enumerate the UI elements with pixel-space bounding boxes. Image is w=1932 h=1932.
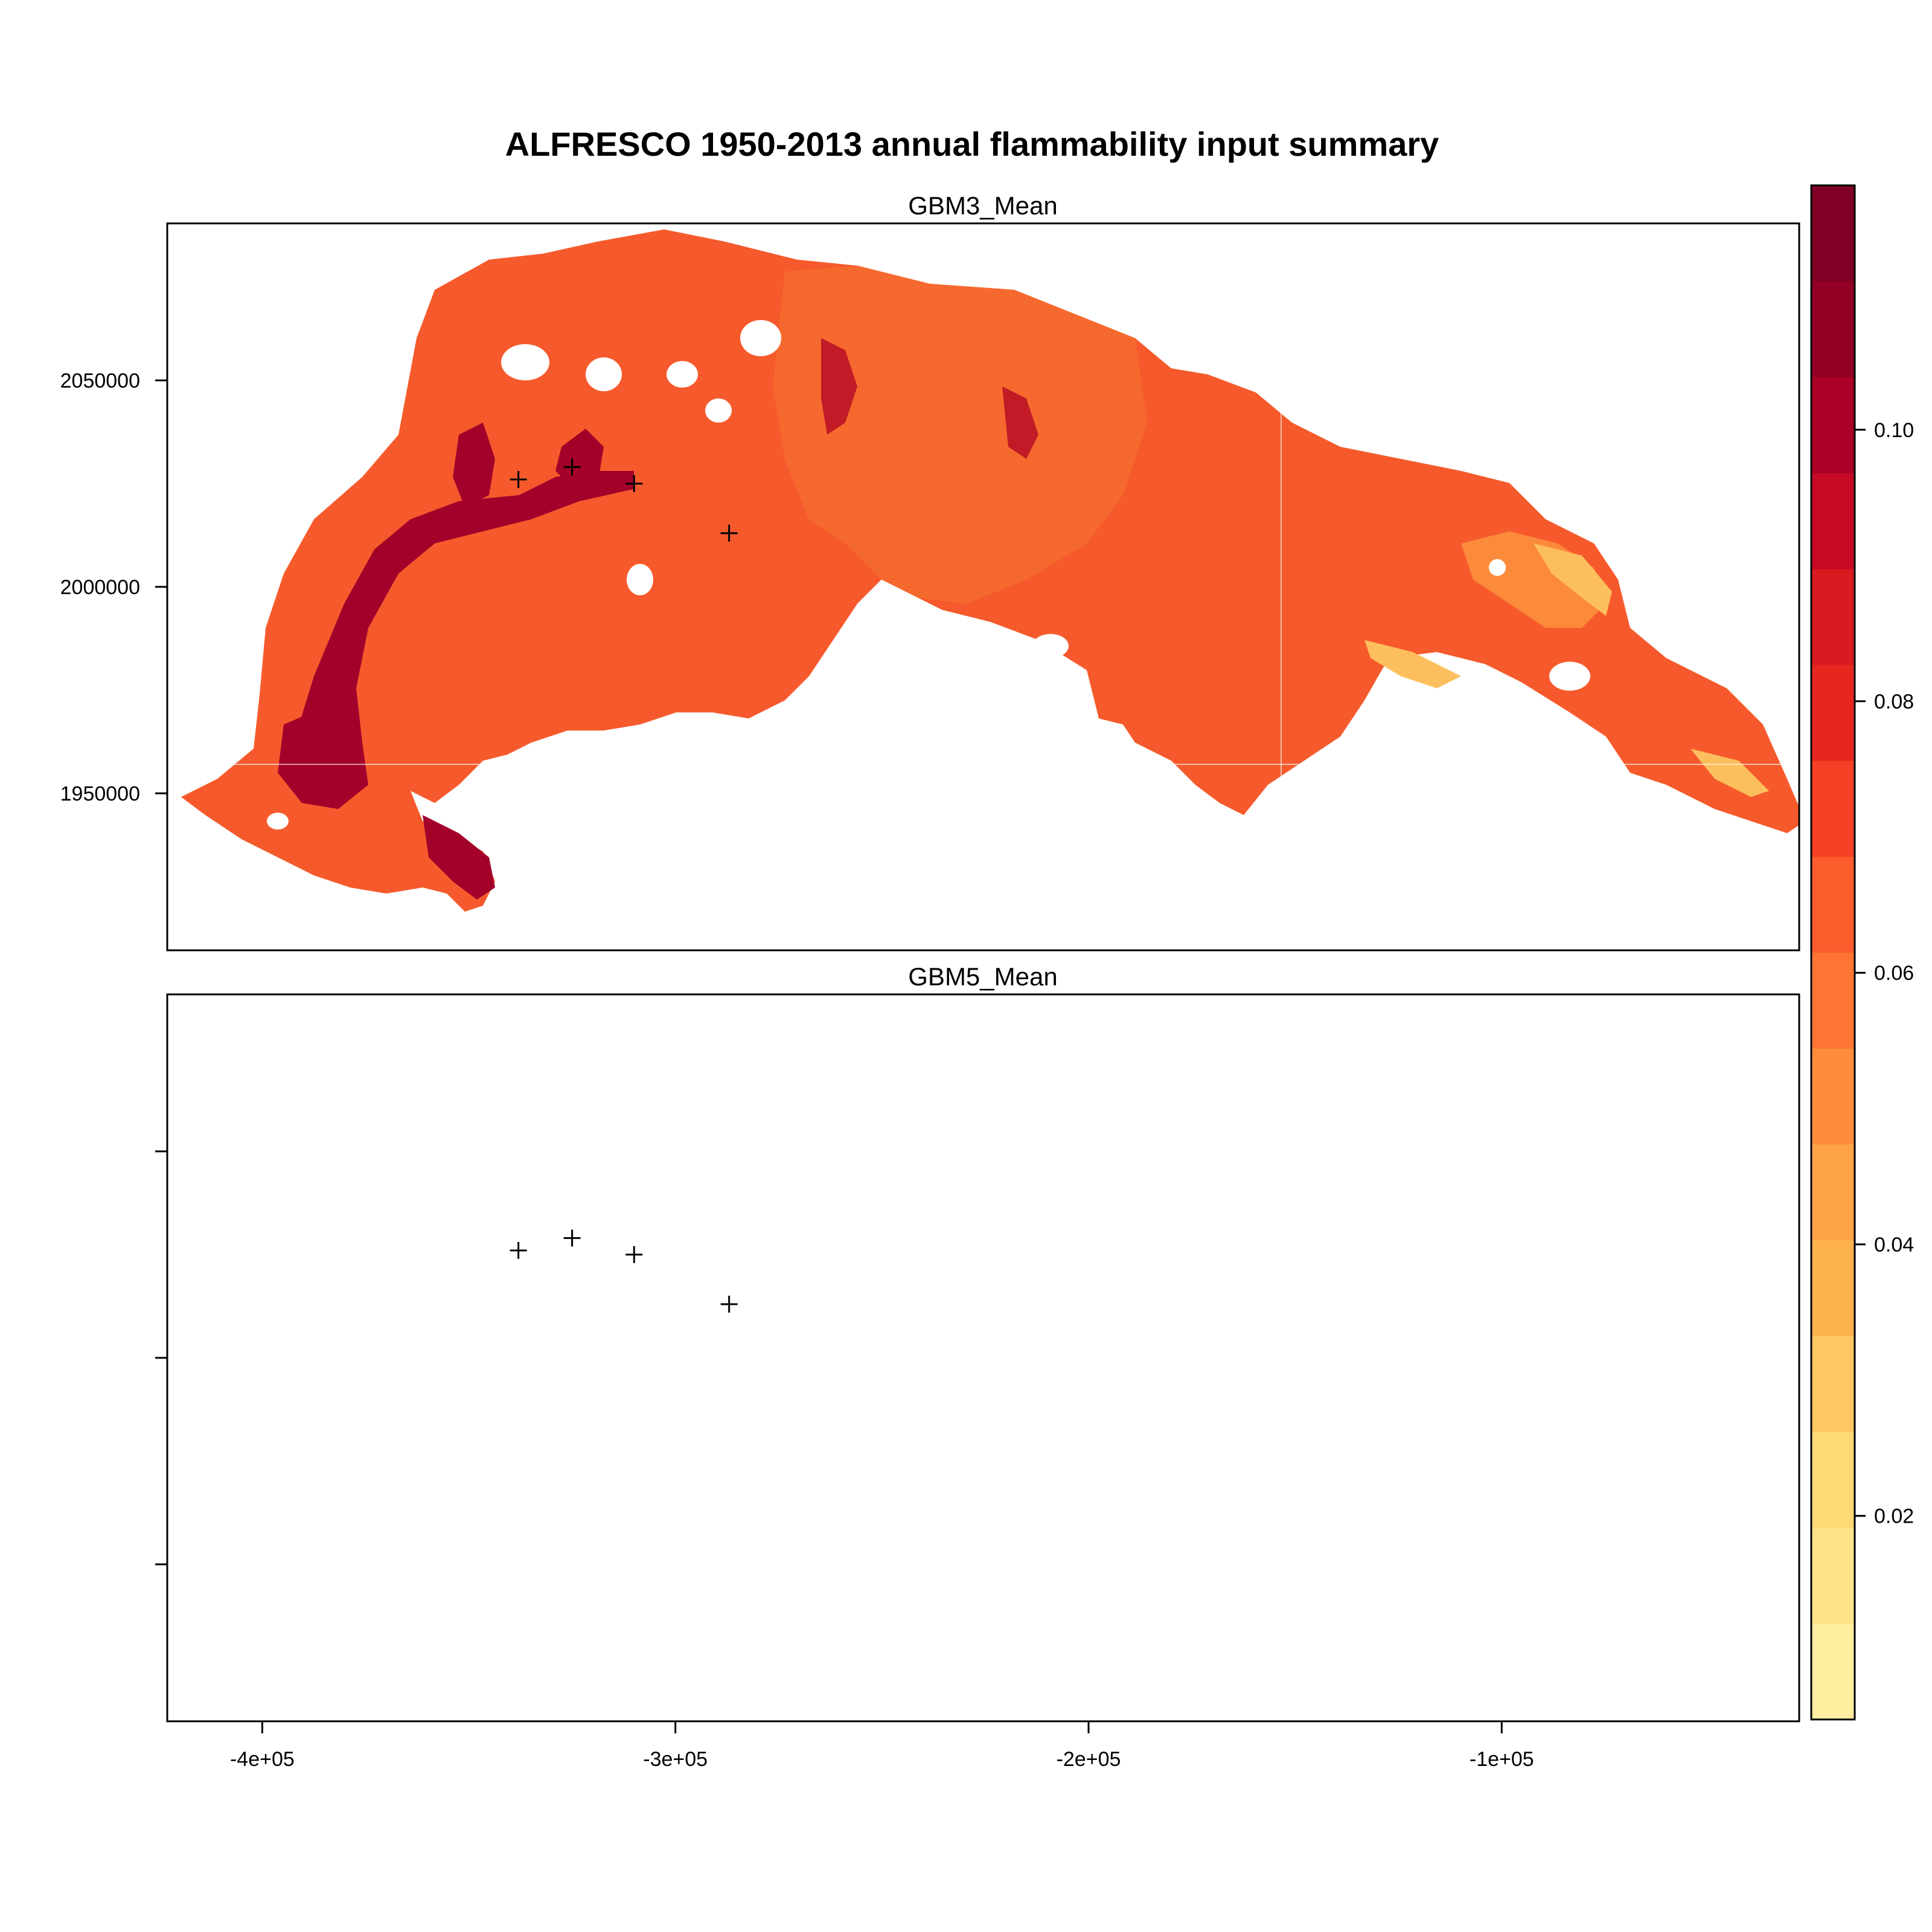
region-river-lake: [278, 1477, 368, 1580]
panel-gbm3: GBM3_Mean: [166, 191, 1800, 952]
colorbar-swatch: [1811, 952, 1855, 1049]
colorbar-swatch: [1811, 1335, 1855, 1433]
colorbar-swatch: [1811, 473, 1855, 569]
colorbar-swatch: [1811, 1048, 1855, 1145]
region-medium-dark: [598, 1302, 664, 1399]
colorbar-swatch: [1811, 1623, 1855, 1720]
colorbar-tick-label: 0.10: [1874, 419, 1914, 442]
region-dark-north: [453, 423, 495, 507]
colorbar-tick-label: 0.04: [1874, 1233, 1914, 1256]
colorbar-swatch: [1811, 377, 1855, 473]
y-tick-label: 2050000: [60, 369, 140, 392]
map-raster: [181, 1000, 1805, 1683]
region-dark-south: [423, 815, 495, 900]
region-dark-north-2: [555, 429, 604, 489]
colorbar-swatch: [1811, 1527, 1855, 1624]
colorbar-swatch: [1811, 665, 1855, 761]
inlet-south: [857, 580, 966, 640]
region-dark-north: [453, 1194, 495, 1278]
colorbar-tick-label: 0.08: [1874, 690, 1914, 713]
colorbar: 0.02 0.04 0.06 0.08 0.10: [1810, 184, 1914, 1721]
colorbar-swatch: [1811, 281, 1855, 378]
panel-frame: [166, 993, 1800, 1722]
region-light-central: [1014, 1109, 1147, 1242]
colorbar-frame: [1810, 184, 1856, 1721]
point-marker: [720, 525, 738, 542]
y-axis: 1950000 2000000 2050000: [60, 369, 167, 1566]
region-pale-far-east: [1690, 749, 1769, 797]
y-tick-label: 1950000: [60, 782, 140, 805]
region-pale-central: [1162, 1242, 1208, 1308]
region-medium-dark: [821, 338, 857, 435]
x-tick-label: -1e+05: [1470, 1748, 1534, 1771]
point-marker: [720, 1296, 738, 1313]
figure-title: ALFRESCO 1950-2013 annual flammability i…: [505, 125, 1439, 163]
panel-title: GBM3_Mean: [908, 191, 1057, 220]
x-tick-label: -4e+05: [230, 1748, 295, 1771]
colorbar-swatch: [1811, 856, 1855, 953]
panel-gbm5: GBM5_Mean: [166, 962, 1805, 1722]
region-mid: [773, 266, 1147, 604]
point-marker: [510, 471, 527, 488]
colorbar-swatch: [1811, 1431, 1855, 1528]
region-mid: [785, 1037, 1340, 1363]
colorbar-tick-label: 0.06: [1874, 962, 1914, 985]
gaps: [267, 320, 1590, 830]
region-river: [290, 1242, 634, 1544]
region-river-lake: [278, 706, 368, 809]
colorbar-swatch: [1811, 1239, 1855, 1337]
point-marker: [510, 1242, 527, 1259]
x-tick-label: -3e+05: [643, 1748, 708, 1771]
y-tick-label: 2000000: [60, 576, 140, 599]
region-pale-southeast: [1364, 640, 1461, 688]
panel-title: GBM5_Mean: [908, 962, 1057, 991]
region-dark-north-2: [555, 1200, 604, 1260]
region-pale-east: [1534, 543, 1612, 616]
x-axis: -4e+05 -3e+05 -2e+05 -1e+05: [230, 1721, 1534, 1771]
x-tick-label: -2e+05: [1057, 1748, 1121, 1771]
point-markers: [510, 1229, 738, 1313]
region-medium-dark-2: [1002, 386, 1038, 459]
inlet-south: [857, 1351, 966, 1411]
region-light-west: [181, 1550, 362, 1652]
point-marker: [625, 475, 643, 492]
region-base: [181, 1000, 1805, 1683]
point-markers: [510, 458, 738, 542]
gaps: [267, 1091, 1590, 1601]
colorbar-swatch: [1811, 760, 1855, 857]
colorbar-swatch: [1811, 185, 1855, 282]
colorbar-tick-label: 0.02: [1874, 1505, 1914, 1528]
region-dark-south: [423, 1586, 495, 1671]
colorbar-swatch: [1811, 569, 1855, 665]
colorbar-swatch: [1811, 1144, 1855, 1241]
region-light-east: [1389, 1230, 1612, 1387]
point-marker: [625, 1246, 643, 1263]
point-marker: [563, 1229, 581, 1247]
point-marker: [563, 458, 581, 476]
region-pale-far-east: [1690, 1520, 1769, 1568]
region-medium-dark-2: [1002, 1157, 1038, 1230]
map-raster: [181, 229, 1799, 912]
